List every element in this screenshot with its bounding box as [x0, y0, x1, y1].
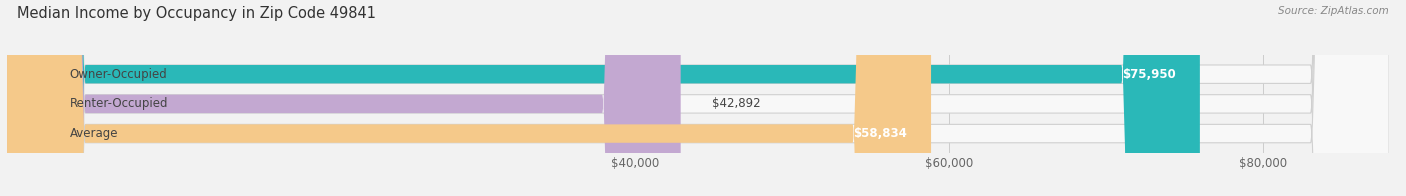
FancyBboxPatch shape: [7, 0, 1199, 196]
Text: Owner-Occupied: Owner-Occupied: [70, 68, 167, 81]
FancyBboxPatch shape: [7, 0, 1389, 196]
Text: $75,950: $75,950: [1122, 68, 1177, 81]
Text: Source: ZipAtlas.com: Source: ZipAtlas.com: [1278, 6, 1389, 16]
Text: Average: Average: [70, 127, 118, 140]
FancyBboxPatch shape: [7, 0, 1389, 196]
Text: Median Income by Occupancy in Zip Code 49841: Median Income by Occupancy in Zip Code 4…: [17, 6, 375, 21]
Text: $42,892: $42,892: [711, 97, 761, 110]
Text: Renter-Occupied: Renter-Occupied: [70, 97, 169, 110]
FancyBboxPatch shape: [7, 0, 931, 196]
Text: $58,834: $58,834: [853, 127, 907, 140]
FancyBboxPatch shape: [7, 0, 1389, 196]
FancyBboxPatch shape: [7, 0, 681, 196]
